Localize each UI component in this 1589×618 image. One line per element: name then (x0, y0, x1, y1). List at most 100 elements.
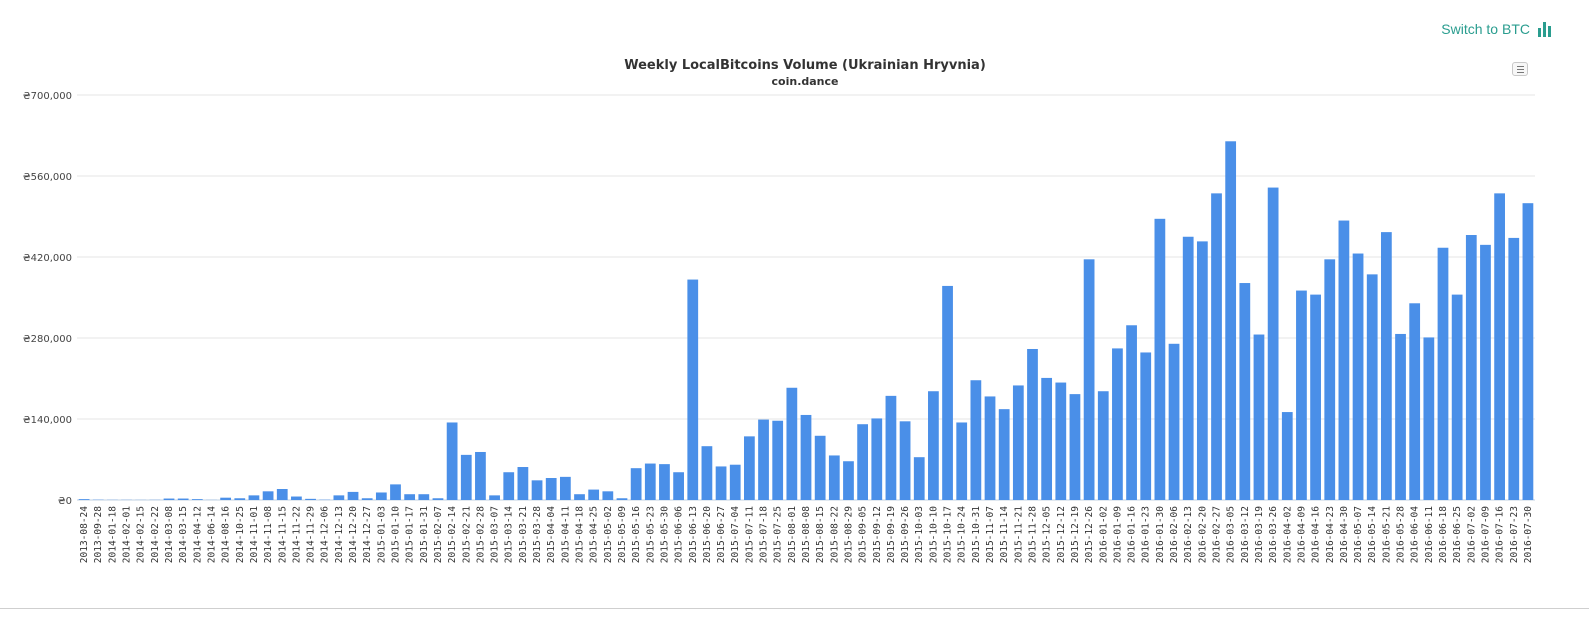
bar[interactable] (588, 489, 600, 500)
bar[interactable] (1069, 394, 1081, 500)
bar[interactable] (1083, 259, 1095, 500)
bar[interactable] (1281, 412, 1293, 500)
bar[interactable] (687, 279, 699, 500)
bar[interactable] (390, 484, 401, 500)
chart-menu-button[interactable] (1512, 62, 1528, 76)
bar[interactable] (1296, 290, 1307, 500)
bar[interactable] (828, 455, 840, 500)
bar[interactable] (984, 396, 996, 500)
bar[interactable] (715, 466, 727, 500)
bar[interactable] (1140, 352, 1152, 500)
bar[interactable] (1239, 283, 1251, 500)
bar[interactable] (460, 454, 472, 500)
bar[interactable] (503, 472, 515, 500)
bar[interactable] (559, 476, 571, 500)
bar[interactable] (1480, 244, 1491, 500)
bar[interactable] (1126, 325, 1137, 500)
bar[interactable] (772, 420, 784, 500)
bar[interactable] (446, 422, 458, 500)
switch-to-btc-link[interactable]: Switch to BTC (1441, 21, 1551, 37)
bar[interactable] (1196, 241, 1208, 500)
bar[interactable] (489, 495, 500, 500)
bar[interactable] (291, 496, 302, 500)
bar[interactable] (248, 495, 260, 500)
bar[interactable] (1338, 220, 1350, 501)
bar[interactable] (786, 387, 798, 500)
bar[interactable] (644, 463, 656, 500)
bar[interactable] (531, 480, 543, 500)
bar[interactable] (1423, 337, 1435, 500)
bar[interactable] (1253, 334, 1265, 500)
bar[interactable] (276, 489, 288, 500)
bar[interactable] (630, 468, 642, 500)
x-tick-label: 2015-08-29 (843, 506, 854, 563)
bar[interactable] (361, 498, 373, 500)
bar[interactable] (1451, 294, 1463, 500)
bar[interactable] (928, 391, 939, 500)
bar[interactable] (1182, 236, 1194, 500)
bar[interactable] (673, 472, 684, 500)
bar[interactable] (1324, 259, 1336, 500)
bar[interactable] (942, 285, 953, 500)
bar[interactable] (418, 494, 430, 500)
bar[interactable] (78, 499, 90, 500)
bar[interactable] (970, 380, 982, 500)
bar[interactable] (1465, 235, 1477, 500)
bar[interactable] (913, 457, 925, 500)
bar[interactable] (814, 435, 826, 500)
bar[interactable] (1508, 237, 1520, 500)
bar[interactable] (701, 446, 713, 500)
bar[interactable] (899, 421, 911, 500)
bar[interactable] (758, 419, 769, 500)
bar[interactable] (1437, 247, 1449, 500)
bar[interactable] (1027, 348, 1038, 500)
bar[interactable] (220, 497, 232, 500)
bar[interactable] (234, 498, 246, 500)
bar[interactable] (843, 461, 854, 500)
bar[interactable] (1310, 294, 1321, 500)
bar[interactable] (1225, 141, 1237, 501)
bar[interactable] (1352, 253, 1364, 500)
bar[interactable] (1267, 187, 1279, 500)
bar[interactable] (744, 436, 755, 500)
bar[interactable] (333, 495, 345, 500)
bar[interactable] (1522, 203, 1534, 500)
bar[interactable] (1097, 391, 1109, 500)
bar[interactable] (729, 464, 741, 500)
bar[interactable] (602, 491, 614, 500)
bar[interactable] (871, 418, 883, 500)
bar[interactable] (1380, 232, 1392, 500)
bar[interactable] (1168, 343, 1180, 500)
bar[interactable] (347, 491, 359, 500)
bar[interactable] (998, 409, 1010, 500)
bar[interactable] (1211, 193, 1222, 501)
bar[interactable] (432, 498, 444, 500)
bar[interactable] (191, 499, 203, 500)
bar[interactable] (1366, 274, 1378, 500)
bar[interactable] (163, 498, 175, 500)
bar[interactable] (375, 492, 387, 500)
bar[interactable] (1409, 303, 1421, 500)
bar[interactable] (305, 498, 316, 500)
bar[interactable] (800, 414, 812, 500)
bar[interactable] (1055, 382, 1067, 500)
bar[interactable] (574, 494, 585, 500)
bar[interactable] (885, 395, 897, 500)
bar[interactable] (956, 422, 968, 500)
bar[interactable] (404, 494, 416, 500)
bar[interactable] (1012, 385, 1024, 500)
bar[interactable] (857, 424, 868, 500)
bar[interactable] (1395, 333, 1406, 500)
bar[interactable] (262, 491, 274, 500)
bar[interactable] (1041, 377, 1053, 500)
bar[interactable] (1154, 218, 1166, 500)
x-tick-label: 2015-08-08 (801, 506, 812, 563)
bar[interactable] (177, 498, 189, 500)
bar[interactable] (517, 467, 529, 500)
bar[interactable] (545, 478, 557, 500)
bar[interactable] (475, 451, 486, 500)
bar[interactable] (659, 464, 670, 500)
bar[interactable] (616, 498, 628, 500)
bar[interactable] (1112, 348, 1123, 500)
bar[interactable] (1494, 193, 1505, 501)
